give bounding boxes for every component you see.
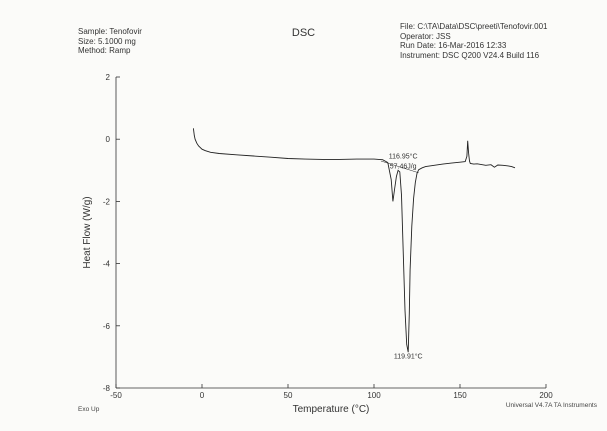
file-path: File: C:\TA\Data\DSC\preeti\Tenofovir.00… [400, 22, 548, 31]
x-tick-label: -50 [110, 391, 122, 400]
x-tick-label: 0 [200, 391, 205, 400]
run-date: Run Date: 16-Mar-2016 12:33 [400, 41, 507, 50]
exo-up-label: Exo Up [78, 406, 100, 413]
method: Method: Ramp [78, 46, 131, 55]
integration-baseline [380, 160, 419, 174]
annotations: 116.95°C 57.46J/g 119.91°C [389, 152, 423, 360]
annotation-label: 119.91°C [394, 352, 423, 360]
x-tick-label: 200 [539, 391, 553, 400]
x-axis-label: Temperature (°C) [293, 404, 370, 415]
y-tick-label: -4 [103, 260, 111, 269]
chart-title: DSC [291, 27, 316, 39]
annotation-label: 57.46J/g [390, 164, 417, 171]
software-label: Universal V4.7A TA Instruments [505, 402, 597, 409]
instrument: Instrument: DSC Q200 V24.4 Build 116 [400, 50, 540, 60]
x-tick-label: 100 [367, 391, 381, 400]
sample-name: Sample: Tenofovir [78, 27, 142, 36]
y-tick-label: -6 [103, 322, 111, 331]
y-tick-label: 2 [106, 73, 111, 82]
x-tick-label: 50 [284, 391, 293, 400]
run-info: File: C:\TA\Data\DSC\preeti\Tenofovir.00… [400, 22, 547, 60]
annotation-label: 116.95°C [389, 152, 418, 160]
heat-flow-curve [192, 128, 516, 353]
y-tick-label: 0 [106, 135, 111, 144]
sample-info: Sample: Tenofovir Size: 5.1000 mg Method… [78, 27, 142, 56]
axes: 2 0 -2 -4 -6 -8-50 0 50 100 150 200 Temperature (°C… [82, 73, 553, 415]
y-tick-label: -8 [103, 384, 111, 393]
y-axis-label: Heat Flow (W/g) [82, 196, 93, 268]
sample-size: Size: 5.1000 mg [78, 36, 136, 46]
series [192, 128, 516, 353]
y-tick-label: -2 [103, 197, 111, 206]
operator: Operator: JSS [400, 31, 451, 41]
x-tick-label: 150 [453, 391, 467, 400]
